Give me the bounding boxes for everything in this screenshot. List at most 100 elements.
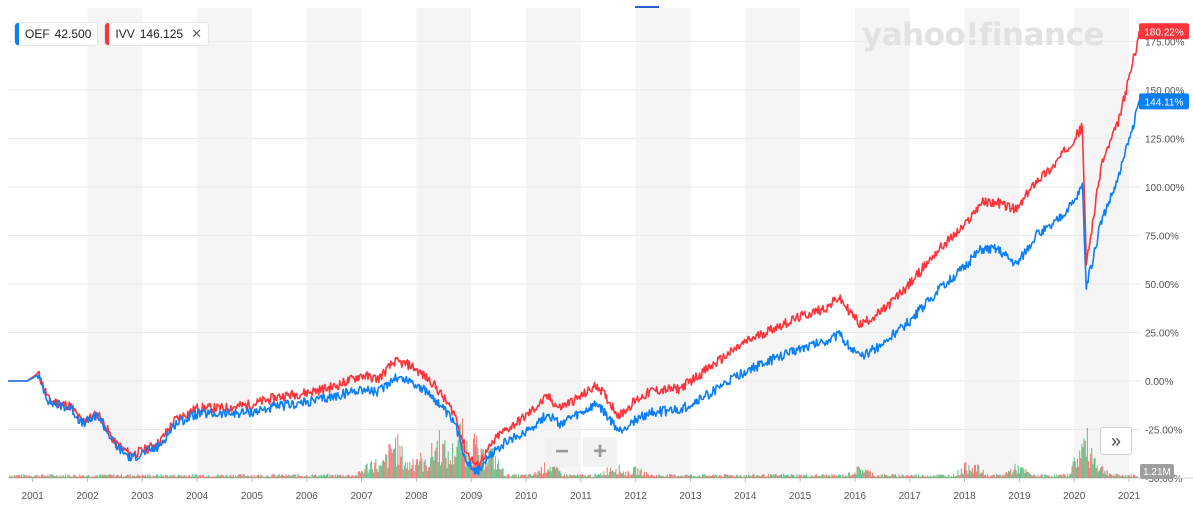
volume-bar [424, 459, 426, 478]
volume-bar [767, 473, 769, 478]
volume-bar [925, 477, 927, 478]
volume-bar [1090, 453, 1092, 478]
volume-bar [33, 476, 35, 478]
volume-bar [69, 476, 71, 478]
volume-bar [455, 457, 457, 478]
volume-bar [314, 474, 317, 478]
volume-bar [257, 474, 260, 478]
volume-bar [865, 469, 867, 478]
volume-bar [108, 473, 110, 478]
volume-bar [639, 470, 641, 478]
volume-bar [914, 475, 916, 478]
volume-bar [847, 472, 849, 478]
volume-bar [734, 476, 736, 478]
legend-chip-ivv[interactable]: IVV 146.125 ✕ [104, 22, 210, 46]
volume-bar [499, 468, 501, 478]
year-band [964, 8, 1020, 478]
volume-bar [1008, 471, 1011, 478]
volume-bar [511, 476, 513, 478]
volume-bar [95, 475, 97, 478]
volume-bar [1069, 474, 1071, 478]
volume-bar [18, 475, 21, 478]
legend-chip-oef[interactable]: OEF 42.500 [14, 22, 99, 46]
volume-bar [291, 475, 294, 478]
volume-bar [74, 475, 76, 478]
volume-bar [888, 476, 890, 478]
volume-bar [802, 475, 804, 478]
volume-bar [1133, 474, 1136, 478]
volume-bar [1135, 476, 1137, 478]
volume-bar [1104, 470, 1106, 478]
volume-bar [864, 472, 866, 478]
volume-bar [396, 466, 398, 478]
volume-bar [146, 476, 148, 478]
volume-bar [1006, 473, 1008, 478]
expand-chart-button[interactable]: » [1100, 427, 1132, 455]
volume-bar [725, 473, 727, 478]
volume-bar [668, 476, 670, 478]
volume-bar [543, 473, 545, 478]
volume-bar [1032, 475, 1034, 478]
volume-bar [1036, 476, 1038, 478]
volume-bar [410, 468, 412, 478]
volume-bar [614, 472, 616, 478]
volume-bar [444, 440, 446, 478]
volume-bar [300, 475, 302, 478]
volume-bar [927, 476, 929, 478]
volume-bar [1029, 474, 1031, 478]
volume-bar [759, 476, 761, 478]
volume-bar [58, 477, 60, 478]
volume-bar [294, 474, 296, 478]
volume-bar [496, 463, 499, 478]
volume-bar [1105, 474, 1107, 478]
volume-bar [749, 475, 751, 478]
volume-bar [510, 477, 512, 478]
volume-bar [1078, 466, 1080, 478]
volume-bar [342, 474, 344, 478]
volume-bar [782, 476, 784, 478]
volume-bar [779, 475, 781, 478]
volume-bar [834, 476, 836, 478]
volume-bar [932, 476, 934, 478]
volume-bar [824, 476, 826, 478]
volume-bar [450, 464, 453, 478]
volume-bar [240, 474, 242, 478]
volume-bar [1030, 475, 1033, 478]
volume-bar [1070, 473, 1072, 478]
zoom-in-button[interactable]: + [583, 437, 617, 467]
volume-bar [741, 476, 743, 478]
volume-bar [806, 474, 808, 478]
volume-bar [965, 462, 967, 478]
volume-bar [891, 474, 893, 478]
volume-bar [578, 475, 580, 478]
volume-bar [721, 476, 723, 478]
volume-bar [170, 474, 172, 478]
volume-bar [810, 475, 812, 478]
volume-bar [631, 474, 633, 478]
volume-bar [429, 466, 431, 478]
volume-bar [493, 469, 495, 478]
volume-bar [887, 475, 889, 478]
volume-bar [575, 475, 578, 478]
volume-bar [892, 474, 894, 478]
volume-bar [728, 475, 730, 478]
volume-bar [1038, 476, 1040, 478]
close-icon[interactable]: ✕ [191, 26, 203, 41]
volume-bar [285, 474, 287, 478]
volume-bar [187, 475, 189, 478]
volume-bar [799, 475, 801, 478]
volume-bar [226, 474, 228, 478]
volume-bar [416, 458, 419, 478]
volume-bar [210, 476, 212, 478]
volume-bar [253, 475, 255, 478]
volume-bar [582, 474, 584, 478]
volume-bar [617, 474, 619, 478]
volume-bar [488, 444, 490, 478]
volume-bar [869, 471, 871, 478]
zoom-out-button[interactable]: − [545, 437, 579, 467]
volume-bar [1047, 475, 1049, 478]
volume-bar [735, 474, 738, 478]
volume-bar [988, 476, 990, 478]
